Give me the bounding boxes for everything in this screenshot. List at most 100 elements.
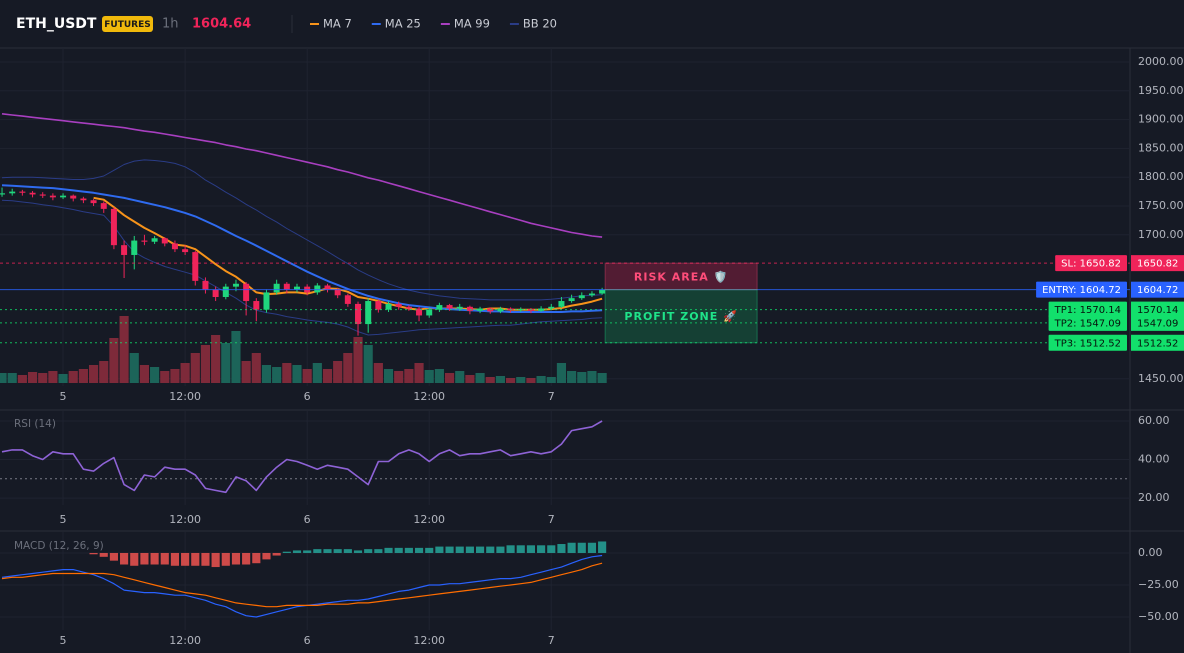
volume-bar bbox=[414, 363, 424, 383]
macd-histogram-bar bbox=[384, 547, 393, 553]
candle-body bbox=[9, 191, 16, 194]
candle-body bbox=[293, 286, 300, 290]
volume-bar bbox=[556, 363, 567, 383]
macd-histogram-bar bbox=[476, 546, 485, 553]
x-tick-label: 12:00 bbox=[169, 513, 201, 526]
macd-histogram-bar bbox=[140, 552, 149, 565]
volume-bar bbox=[343, 353, 353, 383]
y-tick-label: 1950.00 bbox=[1138, 84, 1184, 97]
y-tick-label: 60.00 bbox=[1138, 414, 1170, 427]
volume-bar bbox=[17, 375, 27, 383]
zone-label: PROFIT ZONE 🚀 bbox=[624, 310, 737, 323]
candle-body bbox=[395, 303, 402, 307]
macd-histogram-bar bbox=[435, 546, 444, 553]
last-price: 1604.64 bbox=[192, 17, 251, 32]
symbol: ETH_USDT bbox=[16, 16, 97, 32]
volume-bar bbox=[333, 361, 343, 383]
candle-body bbox=[131, 240, 138, 255]
y-tick-label: 40.00 bbox=[1138, 453, 1170, 466]
y-tick-label: 1700.00 bbox=[1138, 228, 1184, 241]
macd-histogram-bar bbox=[109, 552, 118, 561]
candle-body bbox=[344, 295, 351, 304]
macd-histogram-bar bbox=[313, 549, 322, 553]
volume-bar bbox=[0, 373, 7, 383]
volume-bar bbox=[129, 353, 139, 383]
macd-histogram-bar bbox=[445, 546, 454, 553]
volume-bar bbox=[282, 363, 292, 383]
candle-body bbox=[70, 195, 77, 199]
macd-histogram-bar bbox=[486, 546, 495, 553]
macd-histogram-bar bbox=[547, 545, 556, 553]
volume-bar bbox=[516, 377, 526, 383]
candle-body bbox=[375, 301, 382, 310]
x-tick-label: 5 bbox=[60, 634, 67, 647]
volume-bar bbox=[200, 345, 211, 383]
volume-bar bbox=[404, 369, 414, 383]
volume-bar bbox=[363, 345, 373, 383]
macd-histogram-bar bbox=[537, 545, 546, 553]
volume-bar bbox=[251, 353, 261, 383]
volume-bar bbox=[221, 343, 231, 383]
volume-bar bbox=[455, 371, 465, 383]
candle-body bbox=[80, 198, 87, 201]
volume-bar bbox=[312, 363, 322, 383]
candle-body bbox=[263, 292, 270, 310]
candle-body bbox=[385, 303, 392, 310]
candle-body bbox=[588, 293, 595, 296]
macd-histogram-bar bbox=[181, 552, 190, 566]
candle-body bbox=[365, 301, 372, 325]
axis-price-label: 1604.72 bbox=[1137, 285, 1178, 296]
macd-histogram-bar bbox=[99, 552, 108, 557]
macd-histogram-bar bbox=[577, 542, 586, 553]
volume-bar bbox=[322, 369, 333, 383]
volume-bar bbox=[373, 363, 383, 383]
macd-histogram-bar bbox=[333, 549, 342, 553]
volume-bar bbox=[597, 373, 607, 383]
bb-lower bbox=[1, 199, 603, 336]
candle-body bbox=[456, 306, 463, 309]
legend-label: MA 99 bbox=[454, 17, 490, 31]
macd-histogram-bar bbox=[557, 544, 566, 553]
volume-bar bbox=[567, 371, 577, 383]
legend-label: BB 20 bbox=[523, 17, 557, 31]
volume-bar bbox=[139, 365, 150, 383]
y-tick-label: 0.00 bbox=[1138, 546, 1163, 559]
macd-histogram-bar bbox=[343, 549, 352, 553]
axis-price-label: 1650.82 bbox=[1137, 259, 1178, 270]
candle-body bbox=[273, 283, 280, 293]
volume-bar bbox=[302, 369, 312, 383]
candle-body bbox=[599, 289, 606, 294]
volume-bar bbox=[272, 367, 282, 383]
macd-histogram-bar bbox=[211, 552, 220, 568]
pane-title: RSI (14) bbox=[14, 418, 56, 430]
volume-bar bbox=[58, 374, 68, 383]
volume-bar bbox=[434, 369, 444, 383]
interval: 1h bbox=[162, 17, 179, 32]
macd-histogram-bar bbox=[150, 552, 159, 565]
macd-histogram-bar bbox=[120, 552, 129, 565]
macd-histogram-bar bbox=[404, 547, 413, 553]
volume-bar bbox=[383, 369, 394, 383]
volume-bar bbox=[424, 370, 434, 383]
candle-body bbox=[558, 301, 565, 307]
zone bbox=[604, 289, 758, 344]
y-tick-label: 1450.00 bbox=[1138, 372, 1184, 385]
zone-label: RISK AREA 🛡️ bbox=[634, 270, 728, 283]
pane-title: MACD (12, 26, 9) bbox=[14, 540, 104, 552]
y-tick-label: 20.00 bbox=[1138, 491, 1170, 504]
volume-bar bbox=[526, 378, 536, 383]
moving-average bbox=[1, 113, 603, 238]
x-tick-label: 6 bbox=[304, 634, 311, 647]
candle-body bbox=[416, 308, 423, 316]
volume-bar bbox=[109, 338, 119, 383]
legend-label: MA 25 bbox=[385, 17, 421, 31]
candle-body bbox=[0, 193, 6, 195]
volume-bar bbox=[587, 371, 597, 383]
level-label: SL: 1650.82 bbox=[1061, 259, 1121, 270]
volume-bar bbox=[485, 377, 495, 383]
candle-body bbox=[405, 306, 412, 309]
macd-histogram-bar bbox=[394, 547, 403, 553]
candle-body bbox=[568, 298, 575, 302]
macd-histogram-bar bbox=[496, 546, 505, 553]
axis-price-label: 1512.52 bbox=[1137, 338, 1178, 349]
